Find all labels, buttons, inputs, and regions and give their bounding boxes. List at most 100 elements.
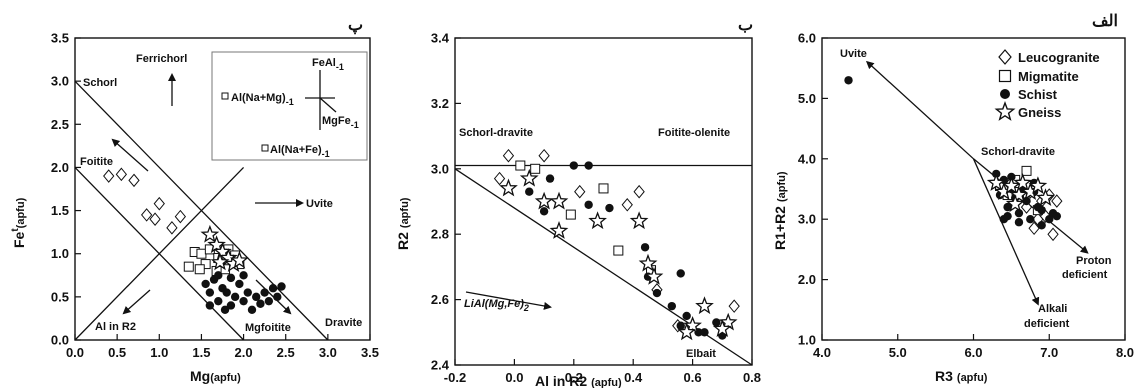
data-point-circle bbox=[844, 76, 853, 85]
series-gneiss bbox=[499, 168, 738, 341]
data-point-circle bbox=[260, 288, 269, 297]
inset-square-icon bbox=[221, 92, 229, 100]
inset-mgfe: MgFe-1 bbox=[322, 115, 359, 130]
label-alkali-2: deficient bbox=[1024, 318, 1070, 330]
x-tick-label: 3.5 bbox=[361, 345, 379, 360]
x-tick-label: 0.6 bbox=[684, 370, 702, 385]
legend-square-icon bbox=[998, 69, 1012, 83]
y-tick-label: 2.8 bbox=[431, 227, 449, 242]
legend-marker bbox=[998, 49, 1012, 65]
legend-gneiss: Gneiss bbox=[1018, 105, 1061, 120]
data-point-star bbox=[695, 296, 714, 315]
y-tick-label: 3.4 bbox=[431, 31, 450, 46]
data-point-circle bbox=[605, 203, 614, 213]
data-point-diamond bbox=[140, 208, 153, 222]
series-migmatite bbox=[515, 160, 657, 276]
label-alkali-1: Alkali bbox=[1038, 303, 1067, 315]
panel-label: پ bbox=[348, 17, 363, 35]
data-point-circle bbox=[252, 292, 261, 302]
boundary-line bbox=[454, 168, 753, 366]
arrow-lial bbox=[465, 291, 552, 310]
data-point-circle bbox=[247, 305, 257, 314]
vector-arrow bbox=[972, 158, 1040, 306]
data-point-diamond bbox=[728, 299, 740, 313]
y-tick-label: 6.0 bbox=[798, 31, 816, 46]
data-point-square bbox=[530, 163, 541, 174]
data-point-circle bbox=[539, 207, 549, 216]
legend: Leucogranite Migmatite Schist Gneiss bbox=[994, 49, 1100, 121]
label-uvite: Uvite bbox=[306, 198, 333, 210]
legend-leucogranite: Leucogranite bbox=[1018, 50, 1100, 65]
y-tick-label: 0.0 bbox=[51, 333, 69, 348]
x-tick-label: 3.0 bbox=[319, 345, 337, 360]
data-point-diamond bbox=[1051, 194, 1063, 208]
y-tick-label: 2.0 bbox=[51, 160, 69, 175]
data-point-star bbox=[1028, 176, 1048, 194]
data-point-circle bbox=[226, 301, 236, 310]
data-point-circle bbox=[222, 288, 231, 297]
legend-marker bbox=[994, 100, 1016, 121]
data-point-star bbox=[712, 319, 732, 337]
data-point-diamond bbox=[1028, 221, 1040, 236]
x-tick-label: 0.8 bbox=[743, 370, 761, 385]
panel-r2-vs-al: ب 2.4 2.6 2.8 3.0 3.2 3.4 -0.2 0.0 0.2 0.4 0.6 0.8… bbox=[395, 17, 761, 388]
data-point-diamond bbox=[538, 148, 550, 163]
data-point-circle bbox=[214, 271, 223, 280]
y-tick-label: 3.5 bbox=[51, 31, 69, 46]
data-point-diamond bbox=[149, 212, 161, 226]
label-mgfoitite: Mgfoitite bbox=[245, 322, 291, 334]
x-tick-label: 0.0 bbox=[505, 370, 523, 385]
label-elbait: Elbait bbox=[686, 348, 716, 360]
data-point-star bbox=[207, 235, 226, 254]
data-point-circle bbox=[676, 321, 685, 330]
data-point-circle bbox=[230, 292, 240, 302]
data-point-circle bbox=[235, 279, 244, 289]
inset-arrow-mgfe bbox=[319, 97, 337, 113]
label-foitite: Foitite bbox=[80, 156, 113, 168]
data-point-star bbox=[549, 191, 569, 210]
data-point-diamond bbox=[103, 169, 115, 183]
arrow-foitite bbox=[111, 138, 149, 172]
data-point-circle bbox=[264, 296, 274, 306]
y-tick-label: 3.0 bbox=[798, 212, 816, 227]
data-point-diamond bbox=[166, 221, 178, 235]
inset-frame bbox=[211, 51, 368, 161]
data-point-circle bbox=[205, 301, 215, 310]
data-point-circle bbox=[214, 296, 223, 306]
x-tick-label: 0.4 bbox=[624, 370, 643, 385]
data-point-star bbox=[986, 173, 1006, 191]
data-point-star bbox=[549, 221, 569, 239]
data-point-diamond bbox=[128, 173, 140, 188]
panel-label: ب bbox=[738, 17, 753, 34]
x-tick-label: 7.0 bbox=[1040, 345, 1058, 360]
x-tick-label: 0.0 bbox=[66, 345, 84, 360]
x-tick-label: 1.5 bbox=[192, 345, 210, 360]
y-axis-label: R1+R2(apfu) bbox=[772, 171, 788, 250]
y-tick-label: 4.0 bbox=[798, 151, 816, 166]
x-tick-label: 4.0 bbox=[813, 345, 831, 360]
boundary-line bbox=[74, 166, 245, 341]
data-point-circle bbox=[682, 311, 691, 321]
vector-arrow bbox=[865, 60, 974, 160]
plot-frame bbox=[821, 37, 1126, 341]
x-axis-label: Mg(apfu) bbox=[190, 368, 241, 384]
data-point-star bbox=[638, 253, 658, 272]
data-point-diamond bbox=[633, 184, 645, 199]
data-point-diamond bbox=[1047, 227, 1059, 242]
data-point-star bbox=[588, 211, 607, 230]
data-point-star bbox=[1009, 185, 1029, 203]
label-foitite-olenite: Foitite-olenite bbox=[658, 127, 730, 139]
data-point-star bbox=[200, 224, 220, 243]
data-point-circle bbox=[1003, 211, 1012, 221]
arrow-al-in-r2 bbox=[122, 289, 151, 315]
label-al-in-r2: Al in R2 bbox=[95, 321, 136, 333]
data-point-diamond bbox=[502, 148, 515, 163]
data-point-circle bbox=[220, 305, 230, 314]
y-tick-label: 3.2 bbox=[431, 96, 449, 111]
data-point-circle bbox=[1003, 202, 1012, 212]
legend-marker bbox=[1000, 89, 1010, 99]
data-point-square bbox=[565, 209, 576, 220]
y-axis-label: R2(apfu) bbox=[395, 197, 411, 250]
data-point-circle bbox=[1026, 215, 1035, 224]
